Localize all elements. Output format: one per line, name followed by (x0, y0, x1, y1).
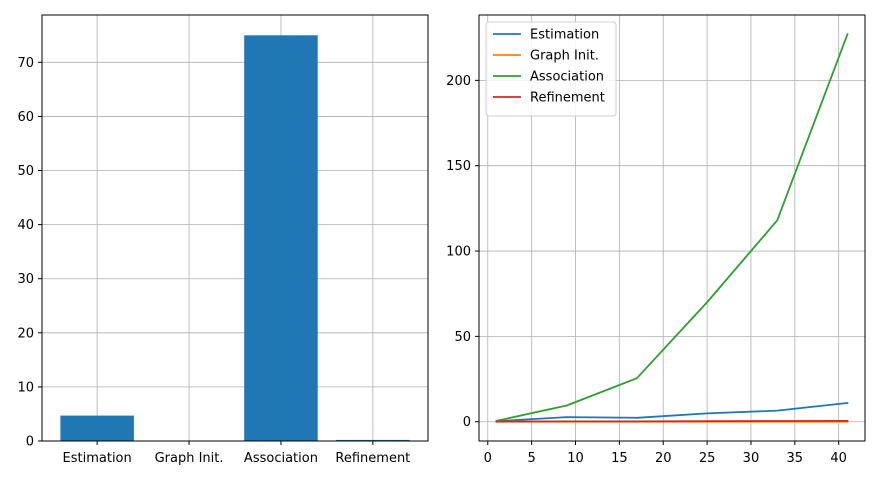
line-chart-lines (495, 33, 849, 423)
line-y-tick-label: 150 (446, 159, 471, 174)
line-y-tick-label: 0 (463, 415, 471, 430)
legend-label-graph-init: Graph Init. (530, 49, 599, 64)
line-chart: 0 5 10 15 20 25 30 35 40 0 50 100 150 200 Estimation… (446, 14, 866, 466)
bar-y-tick-label: 70 (17, 56, 34, 71)
bar-y-tick-label: 20 (17, 326, 34, 341)
line-series-refinement (495, 419, 849, 423)
line-x-tick-label: 0 (484, 451, 492, 466)
bar-chart-plot-area (42, 15, 428, 441)
bar-x-tick-label: Estimation (63, 451, 132, 466)
bar-chart-y-ticks: 0 10 20 30 40 50 60 70 (17, 56, 42, 450)
bar-y-tick-label: 0 (26, 435, 34, 450)
bar-x-tick-label: Graph Init. (155, 451, 224, 466)
line-y-tick-label: 50 (454, 330, 471, 345)
line-y-tick-label: 200 (446, 74, 471, 89)
line-x-tick-label: 40 (830, 451, 847, 466)
line-chart-x-ticks: 0 5 10 15 20 25 30 35 40 (484, 441, 847, 466)
line-chart-frame (478, 14, 866, 442)
bar-y-tick-label: 40 (17, 218, 34, 233)
bar-y-tick-label: 30 (17, 272, 34, 287)
bar-chart-frame (41, 14, 429, 442)
line-x-tick-label: 35 (787, 451, 804, 466)
line-chart-legend: Estimation Graph Init. Association Refineme… (485, 21, 617, 117)
bar-y-tick-label: 50 (17, 164, 34, 179)
bar-estimation (60, 415, 134, 441)
bar-chart-x-ticks: Estimation Graph Init. Association Refineme… (63, 441, 410, 466)
line-x-tick-label: 5 (527, 451, 535, 466)
bar-refinement (336, 439, 410, 441)
line-series-association (495, 33, 849, 422)
bar-x-tick-label: Refinement (335, 451, 410, 466)
legend-label-association: Association (530, 70, 604, 85)
line-x-tick-label: 10 (567, 451, 584, 466)
bar-association (244, 35, 318, 442)
bar-y-tick-label: 10 (17, 380, 34, 395)
line-x-tick-label: 20 (655, 451, 672, 466)
line-x-tick-label: 25 (699, 451, 716, 466)
bar-chart-bars (60, 35, 410, 442)
line-x-tick-label: 15 (611, 451, 628, 466)
legend-box (485, 21, 617, 117)
legend-label-refinement: Refinement (530, 91, 605, 106)
line-y-tick-label: 100 (446, 245, 471, 260)
line-chart-grid (479, 15, 865, 441)
line-series-estimation (495, 401, 849, 423)
legend-label-estimation: Estimation (530, 28, 599, 43)
bar-chart: Estimation Graph Init. Association Refineme… (17, 14, 429, 466)
line-x-tick-label: 30 (743, 451, 760, 466)
line-chart-y-ticks: 0 50 100 150 200 (446, 74, 479, 430)
bar-x-tick-label: Association (244, 451, 318, 466)
bar-y-tick-label: 60 (17, 110, 34, 125)
